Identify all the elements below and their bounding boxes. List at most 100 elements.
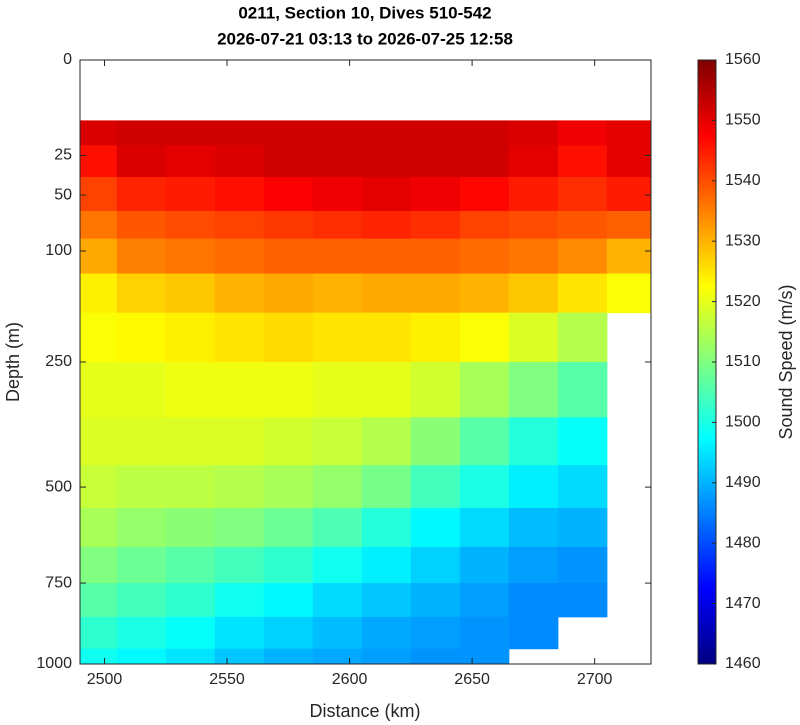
heatmap-cell: [508, 362, 559, 418]
heatmap-cell: [116, 238, 167, 275]
heatmap-cell: [410, 176, 461, 212]
x-tick-label: 2650: [454, 671, 490, 688]
heatmap-cell: [116, 362, 167, 418]
heatmap-cell: [557, 417, 608, 466]
heatmap-cell: [214, 583, 265, 618]
heatmap-cell: [410, 145, 461, 178]
heatmap-cell: [263, 273, 314, 314]
heatmap-cell: [312, 362, 363, 418]
heatmap-cell: [263, 546, 314, 584]
heatmap-cell: [263, 211, 314, 240]
heatmap-cell: [459, 546, 510, 584]
heatmap-cell: [214, 312, 265, 363]
heatmap-cell: [263, 362, 314, 418]
heatmap-cell: [361, 616, 412, 650]
colorbar-tick-label: 1480: [725, 534, 761, 551]
heatmap-cell: [410, 417, 461, 466]
heatmap-cell: [459, 145, 510, 178]
heatmap-cell: [263, 312, 314, 363]
heatmap-cell: [165, 211, 216, 240]
heatmap-cell: [508, 616, 559, 650]
heatmap-cell: [116, 145, 167, 178]
heatmap-cell: [312, 465, 363, 509]
heatmap-cell: [361, 238, 412, 275]
heatmap-cell: [165, 238, 216, 275]
heatmap-cell: [312, 546, 363, 584]
heatmap-cell: [459, 273, 510, 314]
heatmap-cell: [312, 120, 363, 146]
heatmap-cell: [263, 145, 314, 178]
heatmap-cell: [410, 465, 461, 509]
heatmap-cell: [165, 583, 216, 618]
heatmap-cell: [459, 120, 510, 146]
heatmap-cell: [80, 648, 118, 664]
heatmap-cell: [606, 238, 651, 275]
heatmap-cell: [410, 238, 461, 275]
heatmap-cell: [312, 583, 363, 618]
heatmap-cell: [116, 273, 167, 314]
heatmap-cell: [165, 120, 216, 146]
heatmap-cell: [165, 616, 216, 650]
heatmap-cell: [214, 546, 265, 584]
heatmap-cell: [214, 507, 265, 548]
heatmap-cell: [263, 507, 314, 548]
y-axis-label: Depth (m): [3, 322, 23, 402]
heatmap-cell: [116, 120, 167, 146]
heatmap-cell: [361, 465, 412, 509]
heatmap-cell: [165, 273, 216, 314]
heatmap-cell: [606, 273, 651, 314]
heatmap-cell: [361, 176, 412, 212]
heatmap-cell: [459, 176, 510, 212]
heatmap-cell: [557, 273, 608, 314]
heatmap-cell: [312, 417, 363, 466]
heatmap-cell: [214, 176, 265, 212]
heatmap-cell: [557, 176, 608, 212]
heatmap-cell: [361, 273, 412, 314]
heatmap-cell: [361, 211, 412, 240]
heatmap-cell: [116, 583, 167, 618]
heatmap-cell: [410, 312, 461, 363]
heatmap-cell: [116, 465, 167, 509]
heatmap-cell: [116, 616, 167, 650]
heatmap-cell: [214, 417, 265, 466]
heatmap-cell: [557, 145, 608, 178]
heatmap-cell: [459, 238, 510, 275]
chart-subtitle: 2026-07-21 03:13 to 2026-07-25 12:58: [217, 29, 513, 48]
colorbar-tick-label: 1460: [725, 655, 761, 672]
heatmap-cell: [165, 465, 216, 509]
heatmap-cell: [508, 312, 559, 363]
heatmap-cell: [557, 546, 608, 584]
colorbar-tick-label: 1550: [725, 112, 761, 129]
heatmap-cell: [508, 120, 559, 146]
heatmap-cell: [606, 176, 651, 212]
y-tick-label: 100: [45, 242, 72, 259]
x-tick-label: 2600: [332, 671, 368, 688]
heatmap-cell: [557, 362, 608, 418]
y-tick-label: 500: [45, 478, 72, 495]
heatmap-cell: [557, 465, 608, 509]
heatmap-cell: [557, 211, 608, 240]
heatmap-cell: [410, 362, 461, 418]
heatmap-cell: [459, 417, 510, 466]
heatmap-cell: [312, 312, 363, 363]
heatmap-cell: [214, 211, 265, 240]
heatmap-cell: [361, 145, 412, 178]
heatmap-cell: [361, 120, 412, 146]
heatmap-cell: [508, 176, 559, 212]
y-tick-label: 1000: [36, 655, 72, 672]
heatmap-cell: [214, 465, 265, 509]
heatmap-cell: [410, 507, 461, 548]
heatmap-cell: [410, 120, 461, 146]
heatmap-cell: [312, 616, 363, 650]
y-tick-label: 50: [54, 186, 72, 203]
heatmap-cell: [312, 507, 363, 548]
heatmap-cell: [410, 273, 461, 314]
heatmap-cell: [410, 616, 461, 650]
heatmap-cell: [508, 583, 559, 618]
colorbar-tick-label: 1500: [725, 414, 761, 431]
heatmap-cell: [361, 546, 412, 584]
colorbar-tick-label: 1540: [725, 172, 761, 189]
heatmap-cell: [263, 120, 314, 146]
heatmap-cell: [459, 211, 510, 240]
heatmap-cell: [116, 648, 167, 664]
